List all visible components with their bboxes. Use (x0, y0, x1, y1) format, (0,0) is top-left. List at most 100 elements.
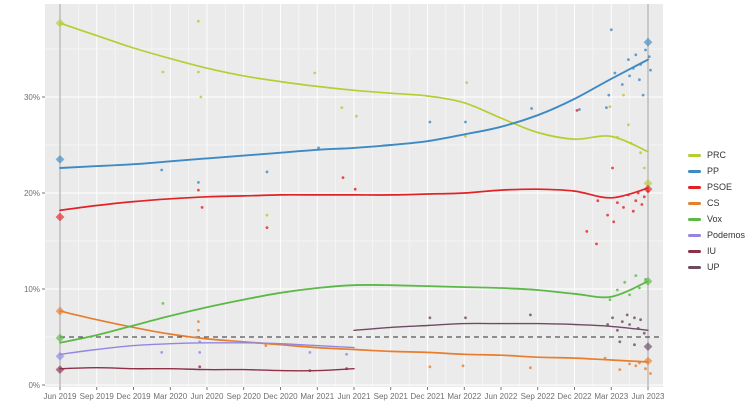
legend-item-PP: PP (688, 163, 745, 179)
poll-dot-UP (529, 313, 532, 317)
poll-dot-UP (633, 343, 636, 347)
poll-dot-UP (464, 316, 467, 320)
chart-legend: PRC PP PSOE CS Vox Podemos IU UP (688, 147, 745, 275)
poll-dot-UP (639, 318, 642, 322)
poll-dot-PRC (199, 95, 203, 99)
poll-dot-PSOE (606, 213, 609, 217)
election-marker-CS (643, 356, 653, 366)
election-marker-CS (55, 306, 65, 316)
x-tick-label: Dec 2021 (410, 392, 445, 401)
poll-dot-PP (647, 55, 651, 59)
x-tick-label: Jun 2021 (338, 392, 371, 401)
poll-dot-UP (428, 316, 432, 320)
y-tick-label: 0% (28, 381, 40, 390)
poll-dot-Podemos (345, 352, 348, 356)
poll-dot-PSOE (596, 199, 600, 203)
trend-line-Podemos (59, 342, 355, 355)
poll-dot-PP (530, 107, 533, 110)
poll-dot-PP (641, 93, 645, 97)
poll-dot-PRC (197, 19, 200, 23)
trend-line-PSOE (59, 187, 649, 212)
x-tick-label: Sep 2020 (227, 392, 262, 401)
poll-dot-PP (607, 93, 611, 97)
poll-dot-CS (197, 328, 200, 332)
poll-dot-CS (428, 365, 432, 369)
poll-dot-PRC (197, 70, 200, 74)
poll-dot-Vox (628, 293, 631, 297)
legend-item-Podemos: Podemos (688, 227, 745, 243)
poll-dot-PSOE (616, 201, 619, 205)
legend-swatch-PSOE (688, 185, 701, 189)
poll-dot-PP (464, 120, 467, 124)
poll-dot-PSOE (611, 166, 614, 170)
poll-dot-CS (197, 320, 200, 323)
legend-item-PSOE: PSOE (688, 179, 745, 195)
poll-dot-PSOE (622, 206, 625, 209)
poll-dot-UP (620, 320, 624, 323)
poll-dot-Vox (638, 286, 641, 290)
poll-dot-PRC (355, 114, 358, 118)
poll-dot-Podemos (160, 351, 164, 354)
election-marker-IU (55, 365, 65, 375)
legend-label-Podemos: Podemos (707, 230, 746, 240)
poll-dot-Vox (608, 298, 612, 301)
poll-dot-PRC (340, 106, 344, 109)
poll-dot-PRC (464, 135, 467, 138)
x-tick-label: Mar 2023 (594, 392, 628, 401)
poll-dot-CS (264, 344, 268, 347)
poll-dot-PP (627, 58, 630, 61)
poll-dot-PSOE (265, 226, 269, 230)
election-marker-PSOE (55, 212, 65, 222)
y-tick-label: 10% (24, 285, 40, 294)
legend-swatch-PP (688, 169, 701, 173)
x-tick-label: Dec 2022 (557, 392, 592, 401)
poll-dot-UP (625, 313, 629, 317)
poll-dot-UP (633, 316, 636, 320)
poll-dot-UP (618, 340, 622, 344)
trend-line-IU (59, 366, 355, 372)
poll-dot-Vox (623, 280, 627, 284)
legend-label-PRC: PRC (707, 150, 727, 160)
poll-dot-PSOE (642, 195, 646, 199)
poll-dot-UP (642, 331, 646, 335)
poll-dot-CS (618, 368, 622, 371)
poll-dot-PP (609, 28, 613, 32)
poll-dot-PP (197, 181, 200, 184)
x-tick-label: Sep 2022 (521, 392, 556, 401)
election-marker-PP (55, 155, 65, 164)
poll-dot-PRC (622, 93, 625, 97)
poll-dot-CS (649, 372, 652, 375)
election-marker-Vox (643, 276, 653, 286)
poll-dot-IU (198, 365, 202, 369)
y-tick-label: 20% (24, 189, 40, 198)
x-tick-label: Mar 2021 (300, 392, 334, 401)
poll-dot-PRC (608, 105, 612, 108)
poll-dot-UP (606, 323, 609, 326)
poll-dot-PSOE (595, 242, 598, 246)
poll-dot-CS (461, 364, 465, 368)
legend-label-PSOE: PSOE (707, 182, 733, 192)
poll-dot-PSOE (585, 230, 589, 233)
poll-dot-PRC (161, 70, 165, 74)
legend-label-PP: PP (707, 166, 720, 176)
poll-dot-PSOE (353, 187, 357, 191)
poll-dot-PP (613, 71, 617, 75)
poll-dot-PSOE (341, 176, 345, 180)
legend-swatch-Podemos (688, 233, 701, 237)
election-marker-Podemos (55, 351, 65, 361)
poll-dot-Vox (616, 288, 619, 292)
legend-label-Vox: Vox (707, 214, 723, 224)
x-tick-label: Mar 2020 (153, 392, 187, 401)
x-tick-label: Jun 2022 (485, 392, 518, 401)
election-marker-Vox (55, 333, 65, 343)
trend-line-UP (353, 322, 649, 331)
poll-dot-PSOE (634, 199, 638, 203)
x-tick-label: Mar 2022 (447, 392, 481, 401)
y-tick-label: 30% (24, 93, 40, 102)
poll-dot-PP (649, 68, 652, 72)
legend-label-IU: IU (707, 246, 716, 256)
poll-dot-PP (638, 78, 641, 82)
legend-item-CS: CS (688, 195, 745, 211)
trend-line-PP (59, 58, 649, 169)
